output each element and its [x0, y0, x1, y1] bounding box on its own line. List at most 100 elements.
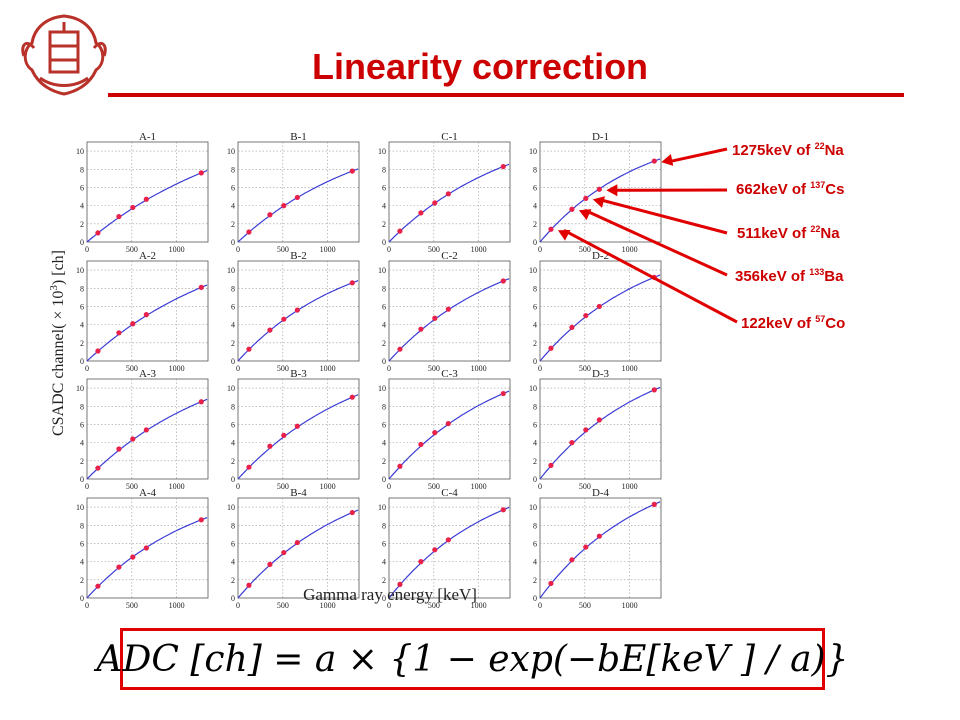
- y-tick-label: 2: [231, 457, 235, 466]
- data-point: [130, 321, 136, 327]
- x-tick-label: 0: [387, 364, 391, 373]
- y-tick-label: 4: [80, 439, 84, 448]
- y-tick-label: 2: [231, 339, 235, 348]
- x-tick-label: 500: [277, 364, 289, 373]
- x-tick-label: 500: [428, 482, 440, 491]
- y-tick-label: 10: [378, 384, 386, 393]
- university-crest-logo: [21, 14, 107, 96]
- y-tick-label: 8: [533, 521, 537, 530]
- x-tick-label: 500: [428, 364, 440, 373]
- y-tick-label: 0: [382, 594, 386, 603]
- data-point: [569, 440, 575, 446]
- data-point: [397, 581, 403, 587]
- x-tick-label: 500: [579, 245, 591, 254]
- y-axis-label: CSADC channel( × 103) [ch]: [48, 250, 67, 436]
- y-tick-label: 0: [80, 475, 84, 484]
- panel-c-4: 0 500 1000 0 2 4 6 8 10 C-4: [378, 487, 511, 610]
- y-tick-label: 8: [382, 284, 386, 293]
- panel-title: B-1: [290, 131, 307, 143]
- x-tick-label: 0: [236, 482, 240, 491]
- data-point: [432, 430, 438, 436]
- x-tick-label: 500: [277, 601, 289, 610]
- data-point: [569, 324, 575, 330]
- y-tick-label: 4: [80, 202, 84, 211]
- x-tick-label: 0: [236, 601, 240, 610]
- y-tick-label: 4: [80, 321, 84, 330]
- data-point: [432, 547, 438, 553]
- y-tick-label: 6: [382, 539, 386, 548]
- y-tick-label: 8: [533, 165, 537, 174]
- data-point: [95, 583, 101, 589]
- panel-c-2: 0 500 1000 0 2 4 6 8 10 C-2: [378, 250, 511, 373]
- x-tick-label: 500: [277, 245, 289, 254]
- data-point: [548, 345, 554, 351]
- panel-a-2: 0 500 1000 0 2 4 6 8 10 A-2: [76, 250, 209, 373]
- panel-title: D-3: [592, 368, 610, 380]
- annotation-arrow-line: [598, 197, 728, 235]
- panel-title: D-1: [592, 131, 609, 143]
- y-tick-label: 0: [382, 357, 386, 366]
- annotation-isotope: Na: [820, 225, 840, 242]
- y-tick-label: 10: [529, 147, 537, 156]
- slide-title: Linearity correction: [311, 46, 649, 87]
- y-tick-label: 2: [231, 220, 235, 229]
- panel-d-1: 0 500 1000 0 2 4 6 8 10 D-1: [529, 131, 662, 254]
- annotation-energy: 356keV of: [735, 268, 810, 285]
- panel-frame: [539, 260, 662, 362]
- y-tick-label: 2: [533, 339, 537, 348]
- y-tick-label: 0: [533, 594, 537, 603]
- y-tick-label: 2: [382, 576, 386, 585]
- x-tick-label: 0: [538, 482, 542, 491]
- panel-title: A-2: [139, 250, 156, 262]
- data-point: [500, 278, 506, 284]
- panel-title: A-1: [139, 131, 156, 143]
- panel-frame: [237, 378, 360, 480]
- x-tick-label: 1000: [320, 482, 336, 491]
- x-tick-label: 0: [387, 482, 391, 491]
- panel-b-1: 0 500 1000 0 2 4 6 8 10 B-1: [227, 131, 360, 254]
- x-tick-label: 1000: [169, 245, 185, 254]
- panel-title: B-4: [290, 487, 307, 499]
- panel-frame: [539, 378, 662, 480]
- y-tick-label: 10: [529, 384, 537, 393]
- data-point: [130, 554, 136, 560]
- panel-frame: [388, 378, 511, 480]
- y-tick-label: 8: [80, 402, 84, 411]
- x-tick-label: 0: [85, 482, 89, 491]
- data-point: [596, 186, 602, 192]
- y-tick-label: 0: [382, 238, 386, 247]
- y-tick-label: 6: [382, 302, 386, 311]
- data-point: [583, 544, 589, 550]
- y-tick-label: 2: [80, 339, 84, 348]
- y-tick-label: 4: [231, 321, 235, 330]
- data-point: [651, 158, 657, 164]
- data-point: [281, 316, 287, 322]
- y-tick-label: 6: [533, 302, 537, 311]
- y-tick-label: 10: [227, 266, 235, 275]
- annotation-356kev: 356keV of 133Ba: [735, 267, 843, 285]
- data-point: [548, 462, 554, 468]
- y-tick-label: 10: [378, 147, 386, 156]
- data-point: [500, 390, 506, 397]
- y-tick-label: 6: [80, 420, 84, 429]
- y-tick-label: 8: [382, 521, 386, 530]
- data-point: [583, 312, 589, 319]
- data-point: [596, 533, 602, 539]
- annotation-arrow-head: [661, 154, 674, 166]
- data-point: [198, 284, 204, 290]
- y-tick-label: 8: [80, 284, 84, 293]
- y-tick-label: 4: [533, 202, 537, 211]
- y-tick-label: 0: [231, 238, 235, 247]
- x-tick-label: 0: [236, 245, 240, 254]
- y-tick-label: 10: [378, 266, 386, 275]
- y-tick-label: 4: [231, 558, 235, 567]
- data-point: [267, 212, 273, 218]
- panel-c-3: 0 500 1000 0 2 4 6 8 10 C-3: [378, 368, 511, 491]
- data-point: [349, 168, 355, 174]
- data-point: [397, 346, 403, 352]
- panel-title: C-1: [441, 131, 458, 143]
- data-point: [397, 463, 403, 469]
- y-tick-label: 4: [382, 558, 386, 567]
- y-tick-label: 4: [382, 202, 386, 211]
